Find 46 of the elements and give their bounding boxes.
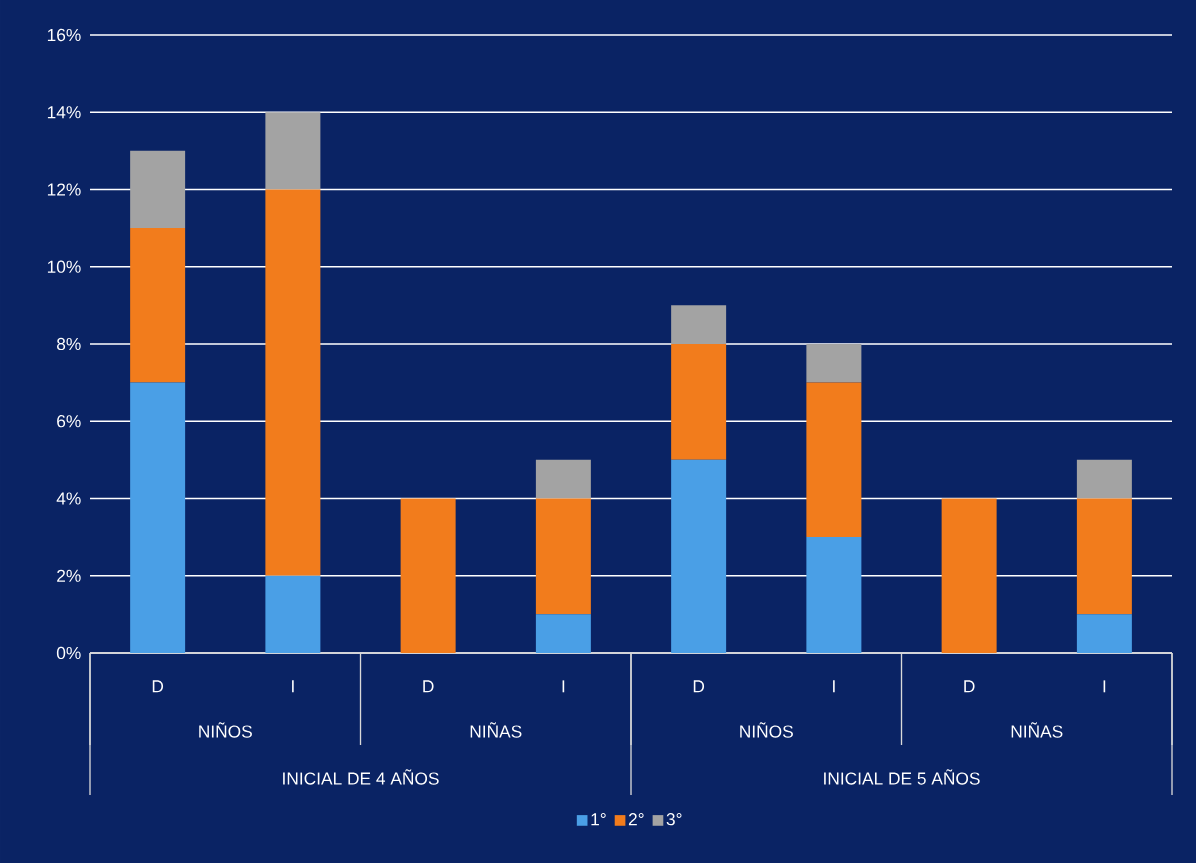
bar [535, 498, 591, 615]
bar [806, 382, 862, 538]
bar [130, 382, 186, 653]
bar [1076, 614, 1132, 653]
x-tick-label: D [423, 680, 434, 693]
bar [265, 112, 321, 190]
y-tick-label: 12% [47, 183, 81, 196]
y-tick-label: 16% [47, 28, 81, 42]
bar [265, 189, 321, 576]
bar [941, 498, 997, 653]
bar [130, 228, 186, 383]
text: INICIAL DE 5 AÑOS [824, 769, 980, 785]
x-tick-label: D [693, 680, 705, 693]
y-tick-label: 4% [56, 492, 81, 505]
x-tick-label: I [292, 680, 294, 693]
y-tick-label: 8% [57, 337, 81, 351]
bar [806, 343, 862, 383]
bar [130, 150, 186, 229]
bar [1076, 498, 1132, 615]
y-tick-label: 14% [47, 106, 81, 119]
bar [671, 459, 727, 653]
x-tick-label: D [152, 680, 164, 693]
legend-label: 2° [628, 813, 644, 826]
bar [400, 498, 456, 653]
bar [535, 459, 591, 499]
y-tick-label: 0% [56, 646, 81, 660]
y-tick-label: 6% [57, 415, 81, 428]
bar [806, 537, 862, 653]
y-tick-label: 10% [47, 260, 81, 273]
x-tick-label: D [964, 680, 975, 693]
text: NIÑAS [1011, 722, 1063, 738]
bar [265, 575, 321, 653]
legend-label: 3° [666, 813, 682, 826]
text: NIÑOS [740, 722, 793, 738]
text: INICIAL DE 4 AÑOS [283, 769, 439, 785]
bar [1076, 459, 1132, 499]
x-tick-label: I [833, 680, 835, 693]
text: NIÑOS [199, 722, 252, 738]
x-tick-label: I [1103, 680, 1106, 693]
bar [535, 614, 591, 653]
x-tick-label: I [562, 680, 565, 693]
text: NIÑAS [470, 722, 522, 738]
y-tick-label: 2% [57, 569, 81, 582]
bar [671, 305, 727, 344]
legend-label: 1° [591, 813, 606, 826]
bar [671, 343, 727, 460]
